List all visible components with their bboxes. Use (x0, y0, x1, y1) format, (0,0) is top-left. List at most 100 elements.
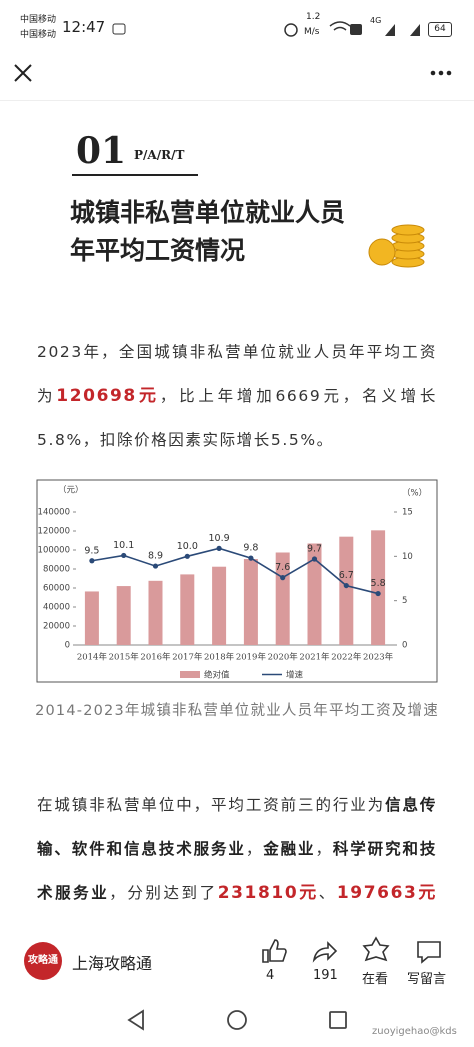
marker (248, 555, 254, 561)
x-tick-label: 2023年 (363, 652, 394, 663)
coins-icon (368, 224, 425, 268)
value-label: 9.7 (307, 543, 322, 554)
x-tick-label: 2017年 (172, 652, 203, 663)
more-button[interactable] (430, 70, 452, 76)
text: 在城镇非私营单位中，平均工资前三的行业为 (37, 796, 386, 814)
bar (339, 536, 354, 645)
like-count[interactable]: 4 (266, 968, 275, 983)
comment-icon[interactable] (417, 941, 441, 964)
comment-label[interactable]: 写留言 (407, 972, 447, 987)
marker (121, 552, 127, 559)
highlight-text: 科学研究和技术服务业 (37, 840, 437, 902)
value-label: 9.8 (243, 543, 258, 554)
share-count[interactable]: 191 (313, 968, 338, 983)
value-label: 5.8 (371, 578, 386, 589)
text: ， (245, 840, 264, 858)
y-tick-label: 40000 (43, 603, 70, 613)
y2-tick-label: 0 (402, 641, 407, 651)
x-tick-label: 2021年 (299, 652, 330, 663)
x-tick-label: 2016年 (140, 652, 171, 663)
bar (84, 591, 99, 645)
net-speed: 1.2 (306, 12, 321, 22)
hd-icon (350, 24, 362, 35)
text: ，比上年增加6669元，名义增长5.8%，扣除价格因素实际增长5.5%。 (37, 387, 437, 449)
highlight-text: 金融业 (263, 840, 316, 858)
value-label: 6.7 (339, 570, 354, 581)
y-tick-label: 0 (65, 641, 70, 651)
chart-frame (36, 479, 438, 683)
marker (343, 582, 349, 589)
watch-label[interactable]: 在看 (362, 972, 389, 987)
rule (72, 174, 198, 176)
value-label: 7.6 (275, 562, 290, 573)
home-button[interactable] (227, 1010, 247, 1030)
wifi-icon (329, 21, 351, 31)
signal-icon (385, 24, 420, 36)
carrier: 中国移动 (20, 30, 57, 40)
y-tick-label: 20000 (43, 622, 70, 632)
value-label: 10.9 (209, 533, 230, 544)
like-icon[interactable] (262, 939, 287, 963)
line (91, 547, 379, 595)
text: ， (315, 840, 333, 858)
highlight-text: 231810元 (217, 883, 319, 903)
alarm-icon (284, 23, 298, 37)
highlight-text: 信息传输、软件和信息技术服务业 (37, 796, 437, 858)
part-label: P/A/R/T (134, 148, 185, 162)
bar (371, 530, 386, 645)
title: 城镇非私营单位就业人员 (70, 198, 346, 227)
x-tick-label: 2019年 (236, 652, 267, 663)
bar (148, 580, 163, 645)
marker (152, 563, 159, 569)
y-unit: （元） (58, 485, 84, 496)
carrier: 中国移动 (20, 15, 57, 25)
close-button[interactable] (14, 64, 32, 82)
marker (89, 558, 95, 564)
divider (0, 100, 474, 101)
action-icons (262, 936, 441, 964)
clock: 12:47 (62, 18, 106, 36)
value-label: 10.0 (177, 541, 198, 552)
back-button[interactable] (127, 1009, 144, 1031)
bar (212, 566, 227, 645)
x-tick-label: 2014年 (77, 652, 108, 663)
marker (184, 553, 190, 559)
y-tick-label: 120000 (38, 527, 70, 537)
logo[interactable]: 攻略通 (24, 942, 62, 980)
marker (280, 575, 286, 581)
legend-label: 绝对值 (204, 670, 230, 681)
text: 、 (318, 884, 337, 902)
bar (243, 559, 258, 645)
x-tick-label: 2022年 (331, 652, 362, 663)
recents-button[interactable] (329, 1011, 347, 1029)
y2-tick-label: 10 (402, 552, 413, 562)
value-label: 8.9 (148, 551, 163, 562)
legend-label: 增速 (286, 670, 304, 681)
chart: （元） （%） 0 20000 40000 60000 80000 100000 120000 1… (36, 479, 438, 683)
bar (116, 586, 131, 645)
footer-bar (0, 928, 474, 998)
bar (307, 543, 322, 645)
y2-tick-label: 5 (402, 596, 407, 606)
paragraph: 在城镇非私营单位中，平均工资前三的行业为信息传输、软件和信息技术服务业，金融业，… (37, 783, 437, 959)
battery: 64 (428, 22, 452, 37)
value-label: 10.1 (113, 540, 134, 551)
account-name[interactable]: 上海攻略通 (72, 954, 153, 973)
caption: 2014-2023年城镇非私营单位就业人员年平均工资及增速 (35, 703, 439, 719)
network: 4G (370, 16, 382, 25)
y-tick-label: 60000 (43, 584, 70, 594)
y-tick-label: 80000 (43, 565, 70, 575)
y-tick-label: 100000 (38, 546, 70, 556)
value-label: 9.5 (84, 545, 99, 556)
watch-icon[interactable] (362, 936, 390, 962)
text: ，分别达到了 (109, 884, 218, 902)
title: 年平均工资情况 (70, 236, 246, 265)
marker (216, 545, 222, 551)
part-number: 01 (76, 130, 127, 172)
share-icon[interactable] (312, 941, 338, 963)
highlight-text: 120698元 (56, 386, 160, 406)
text: 2023年，全国城镇非私营单位就业人员年平均工资为 (37, 343, 437, 405)
app-icon (112, 23, 126, 35)
net-speed-unit: M/s (304, 27, 320, 37)
